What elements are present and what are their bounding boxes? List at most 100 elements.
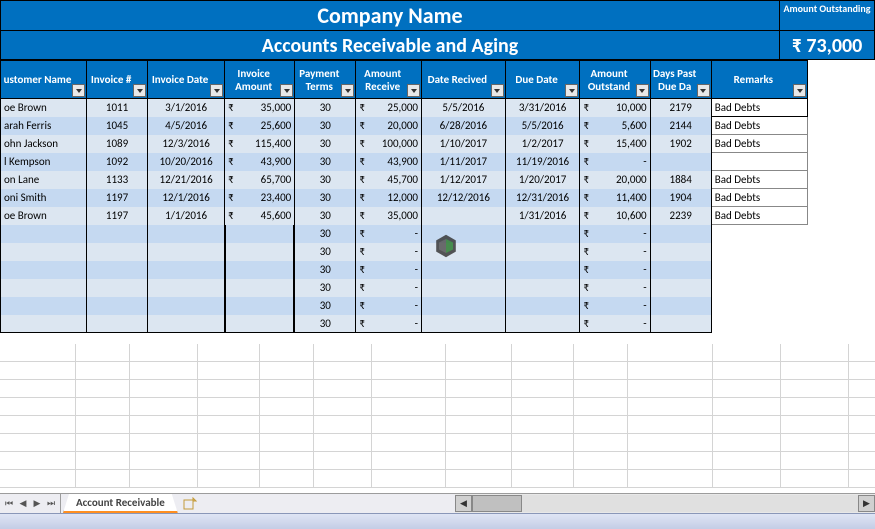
table-row[interactable]: arah Ferris10454/5/2016₹25,60030₹20,0006… xyxy=(1,117,808,135)
cell[interactable]: ₹- xyxy=(356,243,422,261)
cell[interactable]: 12/12/2016 xyxy=(422,189,506,207)
filter-dropdown-icon[interactable] xyxy=(491,84,504,97)
cell[interactable] xyxy=(225,261,294,279)
cell[interactable]: 1884 xyxy=(650,171,711,189)
cell[interactable] xyxy=(87,315,148,333)
cell[interactable] xyxy=(422,207,506,225)
cell[interactable] xyxy=(422,315,506,333)
cell[interactable] xyxy=(225,279,294,297)
cell[interactable]: 1/10/2017 xyxy=(422,135,506,153)
cell[interactable]: 30 xyxy=(295,153,356,171)
cell[interactable] xyxy=(148,315,225,333)
cell[interactable]: 11/19/2016 xyxy=(505,153,580,171)
cell[interactable]: ₹- xyxy=(580,225,650,243)
tab-next-icon[interactable]: ▶ xyxy=(31,497,43,511)
filter-dropdown-icon[interactable] xyxy=(636,84,649,97)
horizontal-scrollbar[interactable]: ◀ ▶ xyxy=(455,493,875,513)
cell[interactable] xyxy=(1,243,87,261)
tab-first-icon[interactable]: ⏮ xyxy=(3,497,15,511)
cell[interactable] xyxy=(650,243,711,261)
cell[interactable] xyxy=(505,243,580,261)
cell[interactable]: ₹- xyxy=(580,315,650,333)
cell[interactable]: Bad Debts xyxy=(711,207,807,225)
cell[interactable] xyxy=(711,225,807,243)
cell[interactable]: 1092 xyxy=(87,153,148,171)
cell[interactable]: ₹- xyxy=(580,243,650,261)
cell[interactable]: ₹- xyxy=(580,297,650,315)
cell[interactable]: ₹20,000 xyxy=(356,117,422,135)
cell[interactable]: 5/5/2016 xyxy=(505,117,580,135)
new-sheet-icon[interactable] xyxy=(178,494,202,513)
cell[interactable]: ₹10,000 xyxy=(580,99,650,117)
cell[interactable]: 30 xyxy=(295,297,356,315)
cell[interactable]: Bad Debts xyxy=(711,171,807,189)
cell[interactable]: 12/1/2016 xyxy=(148,189,225,207)
cell[interactable]: 2144 xyxy=(650,117,711,135)
cell[interactable] xyxy=(225,315,294,333)
filter-dropdown-icon[interactable] xyxy=(280,84,293,97)
cell[interactable]: 3/31/2016 xyxy=(505,99,580,117)
cell[interactable] xyxy=(711,243,807,261)
cell[interactable]: ₹23,400 xyxy=(225,189,295,207)
cell[interactable] xyxy=(505,261,580,279)
cell[interactable]: ₹- xyxy=(356,315,422,333)
cell[interactable]: ₹- xyxy=(580,279,650,297)
cell[interactable] xyxy=(225,243,294,261)
cell[interactable] xyxy=(1,225,87,243)
cell[interactable] xyxy=(711,153,807,171)
cell[interactable]: ₹- xyxy=(356,225,422,243)
cell[interactable]: ₹35,000 xyxy=(356,207,422,225)
cell[interactable] xyxy=(87,297,148,315)
cell[interactable]: 12/3/2016 xyxy=(148,135,225,153)
filter-dropdown-icon[interactable] xyxy=(72,84,85,97)
cell[interactable] xyxy=(711,279,807,297)
cell[interactable] xyxy=(148,225,225,243)
cell[interactable] xyxy=(650,225,711,243)
cell[interactable] xyxy=(225,297,294,315)
cell[interactable]: ₹11,400 xyxy=(580,189,650,207)
cell[interactable]: 1/11/2017 xyxy=(422,153,506,171)
cell[interactable]: 1/12/2017 xyxy=(422,171,506,189)
cell[interactable]: oe Brown xyxy=(1,99,87,117)
cell[interactable] xyxy=(650,297,711,315)
cell[interactable]: ₹43,900 xyxy=(225,153,295,171)
cell[interactable]: 1/20/2017 xyxy=(505,171,580,189)
cell[interactable]: 1133 xyxy=(87,171,148,189)
cell[interactable] xyxy=(225,225,294,243)
tab-nav[interactable]: ⏮ ◀ ▶ ⏭ xyxy=(0,494,61,513)
cell[interactable]: ₹43,900 xyxy=(356,153,422,171)
cell[interactable]: ₹5,600 xyxy=(580,117,650,135)
sheet-tab-active[interactable]: Account Receivable xyxy=(63,494,178,513)
filter-dropdown-icon[interactable] xyxy=(697,84,710,97)
cell[interactable] xyxy=(711,261,807,279)
table-row[interactable]: oe Brown11971/1/2016₹45,60030₹35,0001/31… xyxy=(1,207,808,225)
cell[interactable]: ₹65,700 xyxy=(225,171,295,189)
filter-dropdown-icon[interactable] xyxy=(565,84,578,97)
cell[interactable]: 2179 xyxy=(650,99,711,117)
cell[interactable]: ₹10,600 xyxy=(580,207,650,225)
cell[interactable]: 1904 xyxy=(650,189,711,207)
table-row[interactable]: 30₹-₹- xyxy=(1,225,808,243)
cell[interactable]: 12/31/2016 xyxy=(505,189,580,207)
cell[interactable]: ₹15,400 xyxy=(580,135,650,153)
cell[interactable] xyxy=(87,279,148,297)
cell[interactable]: ₹- xyxy=(356,279,422,297)
cell[interactable] xyxy=(505,279,580,297)
tab-last-icon[interactable]: ⏭ xyxy=(45,497,57,511)
cell[interactable]: ₹- xyxy=(356,261,422,279)
table-row[interactable]: 30₹-₹- xyxy=(1,315,808,333)
table-row[interactable]: on Lane113312/21/2016₹65,70030₹45,7001/1… xyxy=(1,171,808,189)
cell[interactable]: ₹45,600 xyxy=(225,207,295,225)
cell[interactable] xyxy=(87,225,148,243)
cell[interactable]: 1902 xyxy=(650,135,711,153)
cell[interactable]: 1/31/2016 xyxy=(505,207,580,225)
cell[interactable] xyxy=(148,243,225,261)
cell[interactable]: 1197 xyxy=(87,207,148,225)
cell[interactable]: 3/1/2016 xyxy=(148,99,225,117)
cell[interactable] xyxy=(711,315,807,333)
cell[interactable]: 2239 xyxy=(650,207,711,225)
cell[interactable]: 4/5/2016 xyxy=(148,117,225,135)
cell[interactable]: Bad Debts xyxy=(711,135,807,153)
cell[interactable]: 1011 xyxy=(87,99,148,117)
cell[interactable]: Bad Debts xyxy=(711,99,807,117)
